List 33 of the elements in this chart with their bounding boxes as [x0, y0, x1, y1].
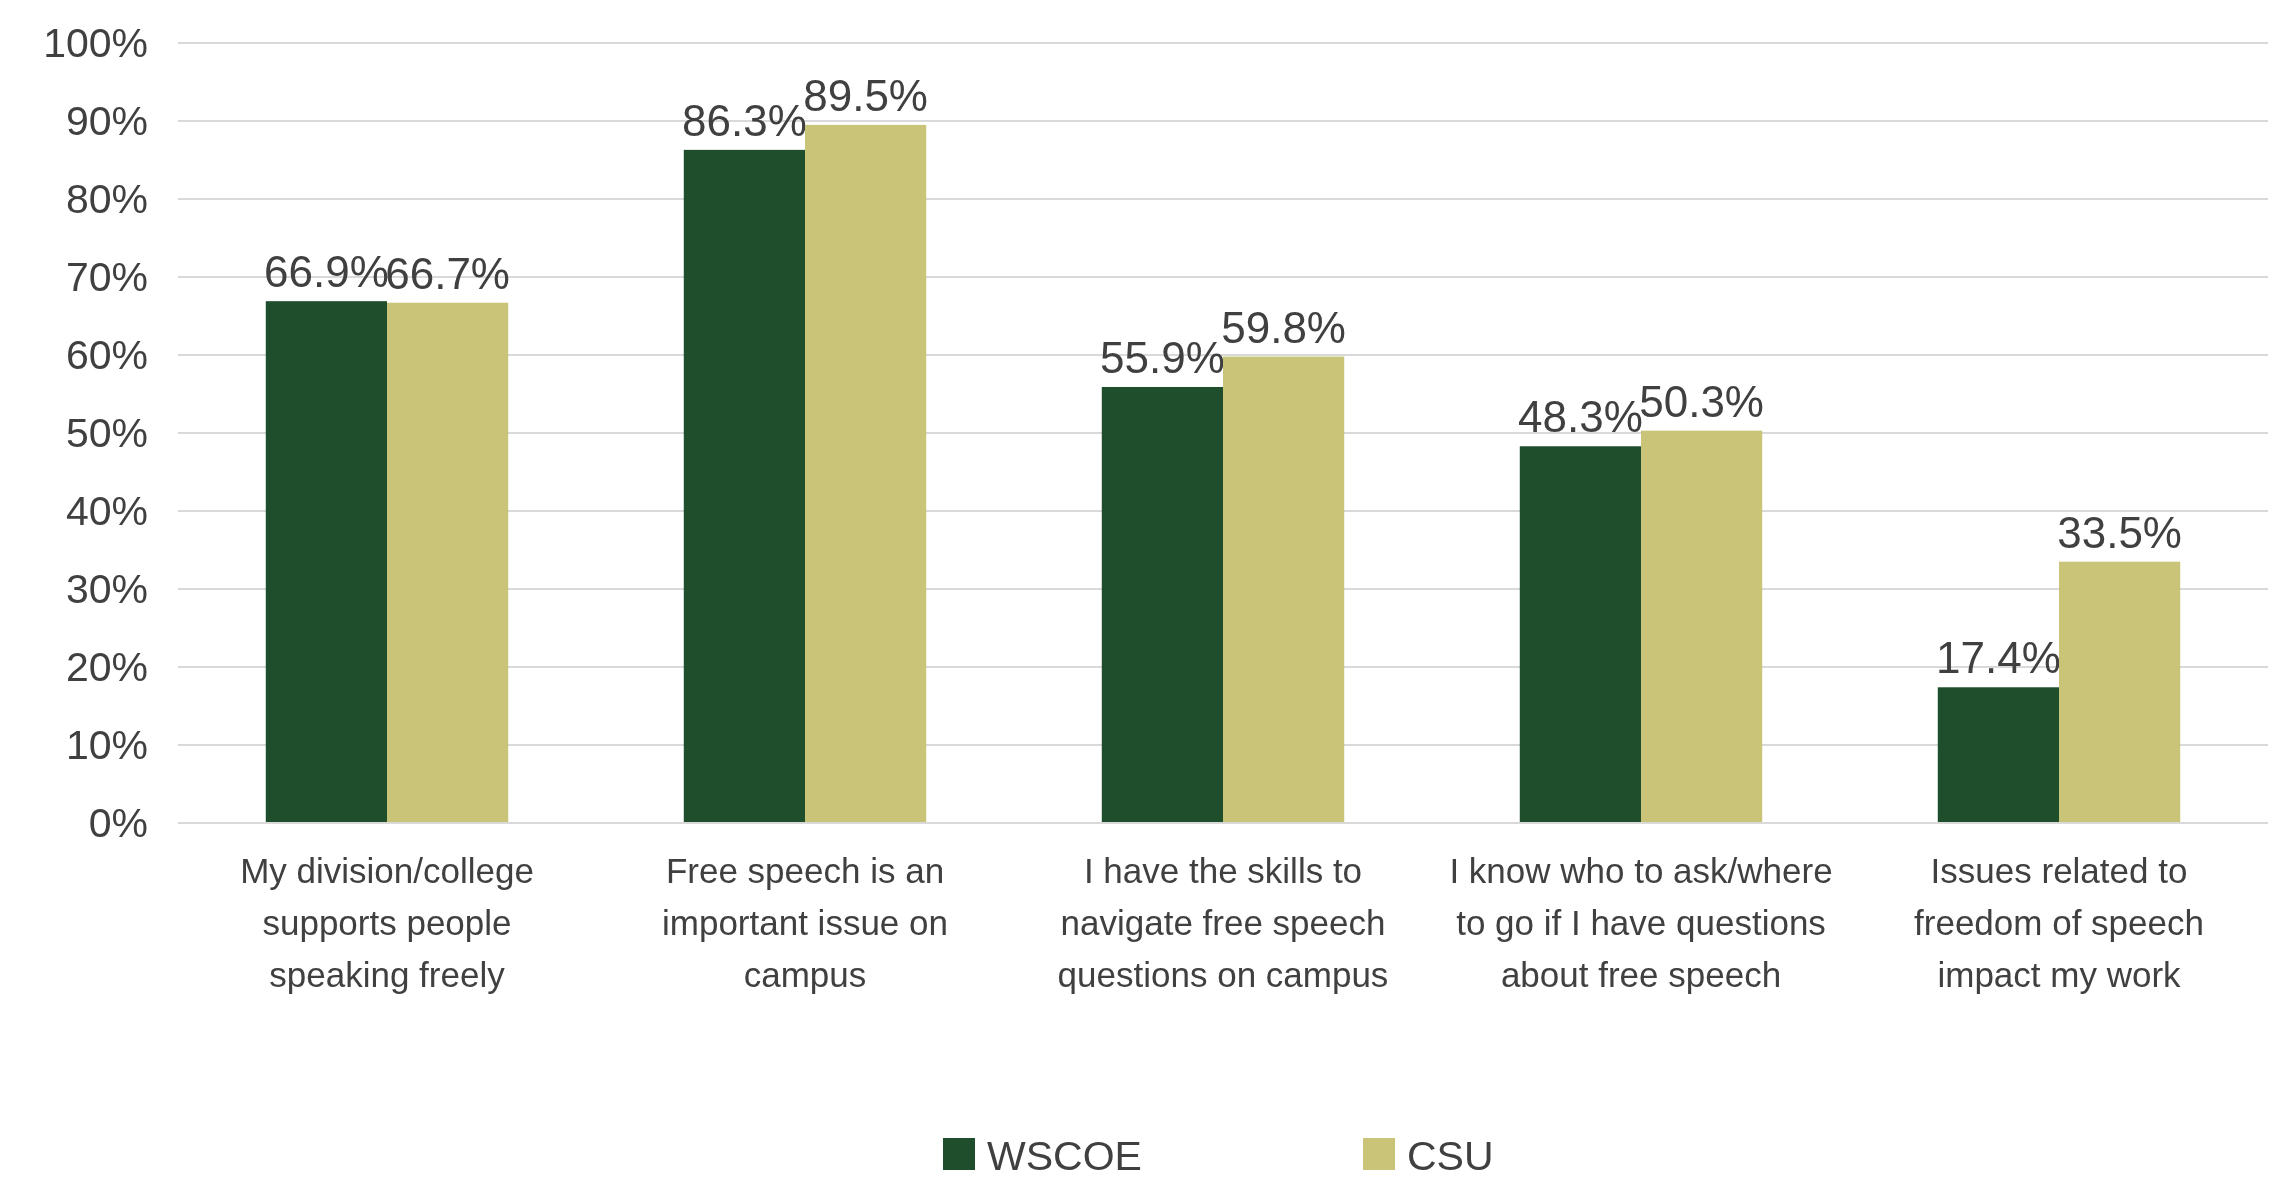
- data-label: 66.9%: [264, 247, 389, 297]
- bar: [2059, 561, 2181, 823]
- bar: [1937, 687, 2059, 823]
- x-tick-label: I have the skills to navigate free speech questions on campus: [1057, 851, 1389, 994]
- bar: [1641, 430, 1763, 823]
- y-tick-label: 20%: [65, 644, 148, 691]
- data-label: 59.8%: [1221, 302, 1346, 352]
- y-tick-label: 30%: [65, 566, 148, 613]
- bar: [265, 301, 387, 823]
- y-tick-label: 70%: [65, 254, 148, 301]
- bar: [805, 124, 927, 823]
- bar: [387, 302, 509, 823]
- legend-label: CSU: [1407, 1133, 1494, 1179]
- y-tick-label: 40%: [65, 488, 148, 535]
- y-tick-label: 80%: [65, 176, 148, 223]
- data-label: 89.5%: [803, 70, 928, 120]
- legend-label: WSCOE: [987, 1133, 1142, 1179]
- data-label: 33.5%: [2057, 507, 2182, 557]
- data-label: 17.4%: [1936, 633, 2061, 683]
- bar: [1223, 356, 1345, 823]
- bar: [1101, 386, 1223, 823]
- x-tick-label: Issues related to freedom of speech impact my work: [1914, 851, 2204, 994]
- y-tick-label: 60%: [65, 332, 148, 379]
- y-tick-label: 90%: [65, 98, 148, 145]
- y-tick-label: 0%: [88, 800, 148, 847]
- x-tick-label: Free speech is an important issue on campus: [662, 851, 948, 994]
- y-tick-label: 10%: [65, 722, 148, 769]
- bar: [683, 149, 805, 823]
- x-tick-label: My division/college supports people speaking freely: [240, 851, 534, 994]
- y-tick-label: 100%: [43, 20, 148, 67]
- y-tick-label: 50%: [65, 410, 148, 457]
- x-tick-label: I know who to ask/where to go if I have questions about free speech: [1449, 851, 1833, 994]
- bar: [1519, 446, 1641, 823]
